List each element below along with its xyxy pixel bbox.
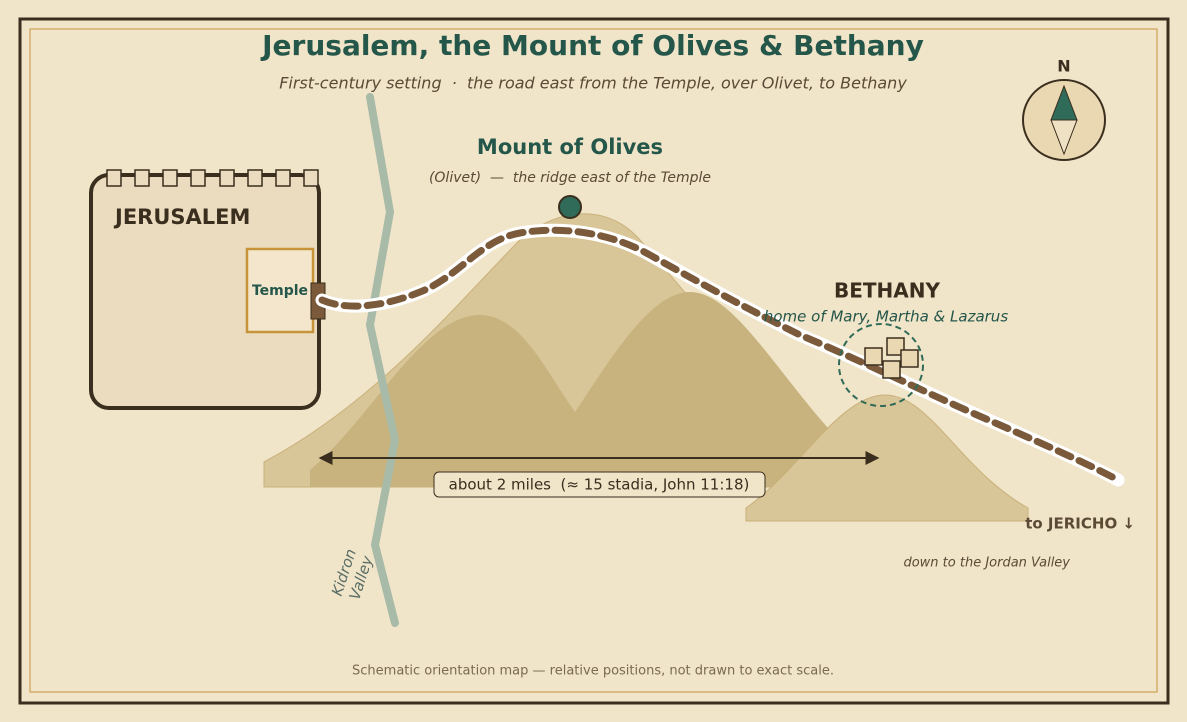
subtitle: First-century setting · the road east fr… [279,74,907,93]
outer-frame [18,17,1170,705]
compass-south [1050,119,1078,156]
city-name: JERUSALEM [113,205,250,229]
mount-note: (Olivet) — the ridge east of the Temple [429,170,711,186]
road [318,226,1122,484]
distance-label: about 2 miles (≈ 15 stadia, John 11:18) [449,476,750,494]
temple-box [245,247,315,334]
ridge-front [310,292,865,487]
bethany-note: home of Mary, Martha & Lazarus [764,308,1008,326]
bethany-houses [864,337,919,379]
distance-box [433,471,766,498]
mount-name: Mount of Olives [477,135,663,159]
inner-frame [29,28,1158,693]
temple-label: Temple [252,283,308,299]
bethany-ring [838,323,924,407]
battlements [106,169,319,187]
summit-marker [558,195,582,219]
footer-note: Schematic orientation map — relative pos… [352,664,834,679]
title: Jerusalem, the Mount of Olives & Bethany [260,29,924,62]
jericho-note: down to the Jordan Valley [903,556,1070,571]
compass-label: N [1057,57,1070,76]
bethany-name: BETHANY [834,279,941,303]
kidron-stream [366,93,399,627]
jericho-label: to JERICHO ↓ [1025,515,1135,533]
